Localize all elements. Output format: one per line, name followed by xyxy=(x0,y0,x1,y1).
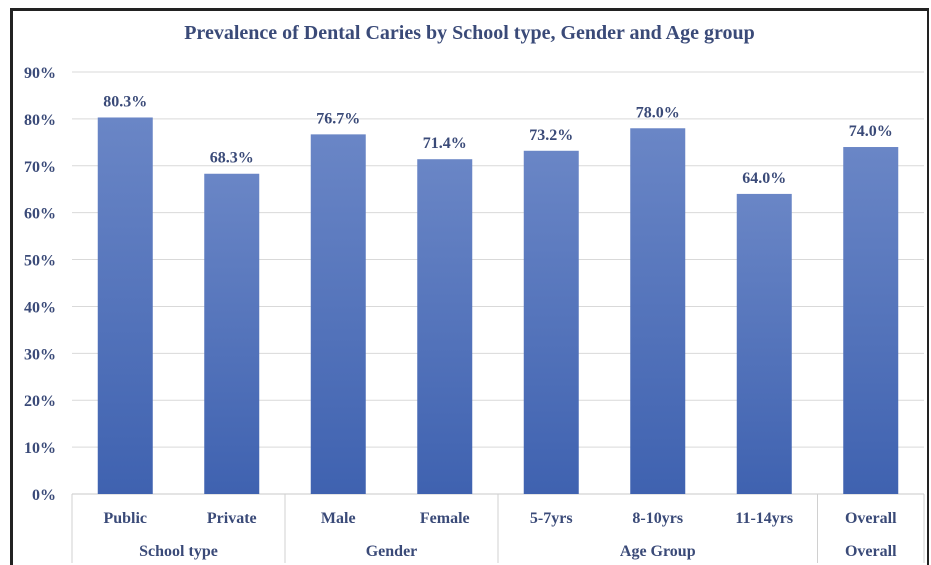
y-tick-label: 0% xyxy=(32,487,56,504)
y-tick-label: 60% xyxy=(24,206,56,223)
bar xyxy=(310,134,366,494)
chart-title: Prevalence of Dental Caries by School ty… xyxy=(184,22,755,44)
y-tick-label: 80% xyxy=(24,112,56,129)
y-tick-label: 10% xyxy=(24,440,56,457)
category-label: 11-14yrs xyxy=(735,510,793,527)
data-label: 76.7% xyxy=(316,110,360,127)
data-label: 71.4% xyxy=(423,135,467,152)
category-label: Male xyxy=(321,510,356,527)
y-tick-label: 90% xyxy=(24,65,56,82)
y-tick-label: 40% xyxy=(24,299,56,316)
category-label: Private xyxy=(207,510,257,527)
bar xyxy=(630,128,686,494)
bar xyxy=(843,147,899,494)
data-label: 74.0% xyxy=(849,123,893,140)
group-label: Overall xyxy=(845,543,897,560)
y-tick-label: 50% xyxy=(24,253,56,270)
y-tick-label: 20% xyxy=(24,393,56,410)
group-label: Gender xyxy=(366,543,418,560)
bar xyxy=(204,173,260,494)
category-label: Female xyxy=(420,510,470,527)
data-label: 80.3% xyxy=(103,93,147,110)
group-label: Age Group xyxy=(620,543,696,560)
bar xyxy=(417,159,473,495)
y-tick-label: 30% xyxy=(24,346,56,363)
bar xyxy=(736,193,792,494)
category-label: 5-7yrs xyxy=(530,510,573,527)
group-label: School type xyxy=(139,543,218,560)
category-label: 8-10yrs xyxy=(632,510,683,527)
category-label: Public xyxy=(103,510,147,527)
y-tick-label: 70% xyxy=(24,159,56,176)
bar xyxy=(97,117,153,494)
data-label: 64.0% xyxy=(742,170,786,187)
data-label: 68.3% xyxy=(210,150,254,167)
category-label: Overall xyxy=(845,510,897,527)
bar xyxy=(523,150,579,495)
data-label: 78.0% xyxy=(636,104,680,121)
data-label: 73.2% xyxy=(529,127,573,144)
